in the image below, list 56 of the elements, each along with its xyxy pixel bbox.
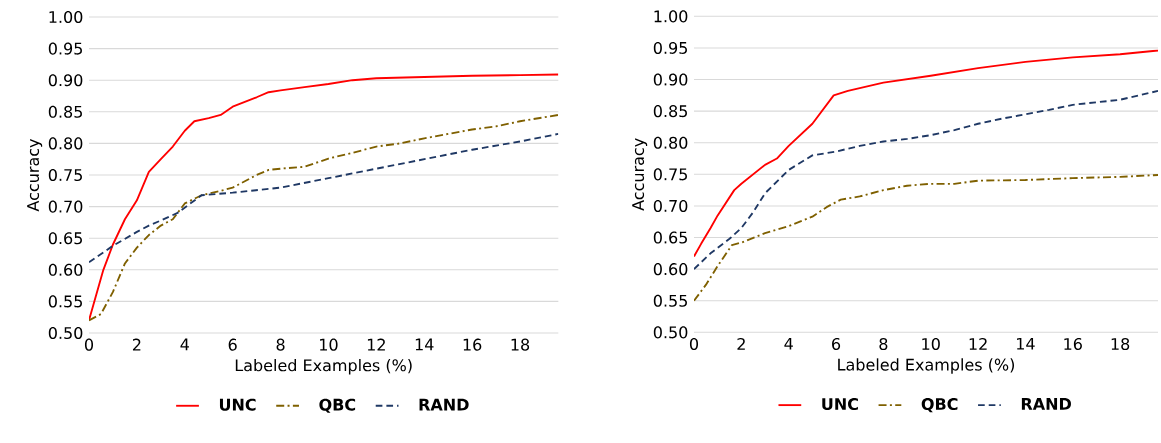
line-series <box>694 174 1158 302</box>
y-tick-label: 0.70 <box>48 200 83 213</box>
y-tick-label: 0.60 <box>653 263 688 276</box>
line-series <box>694 89 1158 271</box>
y-tick-label: 0.60 <box>48 263 83 276</box>
line-series <box>89 114 559 322</box>
x-tick-label: 4 <box>784 337 793 350</box>
y-tick-label: 0.80 <box>48 137 83 150</box>
line-series <box>694 49 1158 258</box>
x-axis-title: Labeled Examples (%) <box>235 358 412 375</box>
y-tick-label: 0.50 <box>48 326 83 340</box>
legend-label: QBC <box>921 397 958 413</box>
x-tick-label: 8 <box>879 337 888 351</box>
y-tick-label: 0.90 <box>48 74 83 87</box>
y-axis-title: Accuracy <box>27 138 43 212</box>
legend-label: UNC <box>219 398 256 411</box>
x-tick-label: 6 <box>228 338 237 351</box>
x-tick-label: 10 <box>922 337 940 351</box>
y-tick-label: 0.95 <box>48 42 82 55</box>
x-tick-label: 6 <box>832 337 841 351</box>
x-tick-label: 16 <box>463 338 482 351</box>
x-tick-label: 14 <box>1017 337 1035 350</box>
x-tick-label: 12 <box>969 337 987 350</box>
y-tick-label: 0.65 <box>653 231 687 244</box>
y-tick-label: 0.75 <box>48 168 82 182</box>
y-tick-label: 0.55 <box>48 295 82 308</box>
y-tick-label: 0.75 <box>653 168 687 181</box>
x-tick-label: 0 <box>689 337 699 351</box>
y-tick-label: 0.95 <box>653 41 687 54</box>
x-tick-label: 14 <box>415 338 434 351</box>
legend-label: UNC <box>822 397 858 411</box>
y-tick-label: 0.50 <box>653 326 688 339</box>
legend-label: RAND <box>1021 398 1071 410</box>
y-tick-label: 0.90 <box>653 73 688 86</box>
x-tick-label: 12 <box>367 338 385 351</box>
y-axis-title: Accuracy <box>632 138 648 211</box>
y-tick-label: 0.80 <box>653 136 688 149</box>
y-tick-label: 0.70 <box>653 199 688 212</box>
x-axis-title: Labeled Examples (%) <box>838 358 1015 374</box>
x-tick-label: 8 <box>276 338 285 351</box>
x-tick-label: 16 <box>1064 337 1082 351</box>
legend-label: QBC <box>319 398 356 413</box>
legend-label: RAND <box>419 398 469 411</box>
x-tick-label: 2 <box>132 338 141 351</box>
y-tick-label: 0.55 <box>653 294 687 307</box>
y-tick-label: 1.00 <box>49 10 83 24</box>
x-tick-label: 4 <box>180 338 189 351</box>
y-tick-label: 1.00 <box>654 10 688 23</box>
x-tick-label: 18 <box>511 338 530 351</box>
y-tick-label: 0.85 <box>653 105 687 118</box>
x-tick-label: 18 <box>1111 337 1130 351</box>
y-tick-label: 0.65 <box>48 232 82 245</box>
x-tick-label: 2 <box>737 337 745 350</box>
x-tick-label: 10 <box>320 338 338 351</box>
y-tick-label: 0.85 <box>48 105 82 118</box>
x-tick-label: 0 <box>84 338 94 351</box>
